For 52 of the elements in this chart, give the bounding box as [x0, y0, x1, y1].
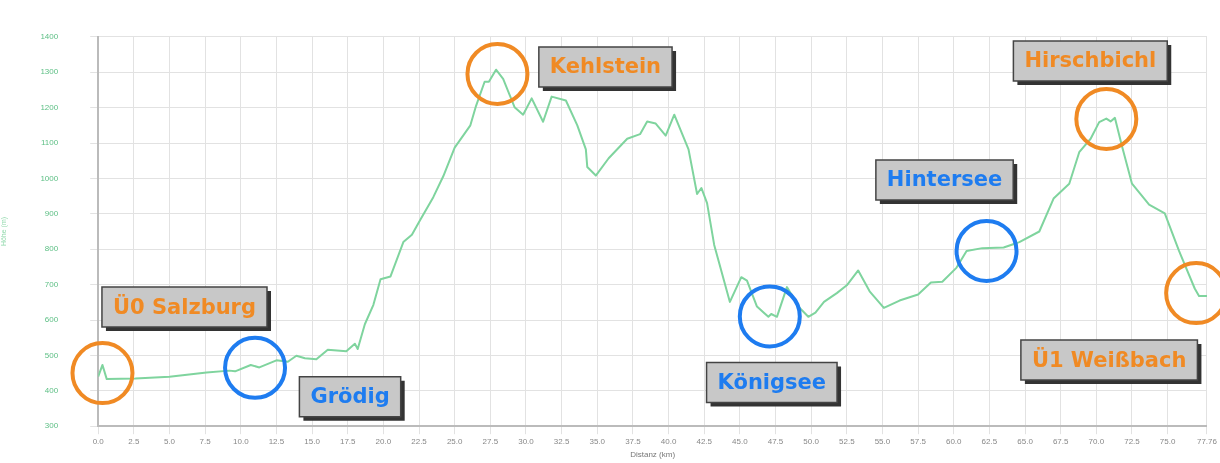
annotation: Hintersee: [886, 167, 1003, 192]
x-tick-label: 5.0: [163, 437, 176, 447]
x-tick-label: 72.5: [1124, 437, 1141, 447]
x-tick-label: 60.0: [945, 437, 963, 447]
y-tick-label: 1400: [40, 32, 59, 41]
x-tick-label: 17.5: [339, 437, 357, 447]
x-tick-label: 25.0: [446, 437, 464, 447]
y-tick-label: 700: [44, 279, 59, 289]
x-tick-label: 67.5: [1052, 437, 1070, 447]
annotation: Grödig: [310, 384, 390, 409]
x-tick-label: 15.0: [304, 437, 321, 447]
x-tick-label: 47.5: [767, 437, 784, 447]
x-tick-label: 37.5: [625, 437, 642, 447]
x-tick-label: 2.5: [128, 437, 140, 447]
x-tick-label: 40.0: [660, 437, 677, 447]
x-tick-label: 55.0: [874, 437, 891, 447]
x-tick-label: 75.0: [1159, 437, 1176, 447]
y-tick-label: 800: [44, 244, 59, 254]
x-tick-label: 12.5: [268, 437, 285, 447]
y-tick-label: 900: [44, 209, 59, 218]
x-tick-label: 42.5: [696, 437, 713, 447]
y-tick-label: 300: [44, 421, 59, 431]
y-tick-label: 1300: [40, 67, 59, 77]
x-tick-label: 0.0: [92, 437, 105, 447]
x-tick-label: 32.5: [553, 437, 570, 447]
x-tick-label: 77.76: [1196, 437, 1218, 447]
y-tick-label: 1100: [40, 138, 59, 148]
y-tick-label: 1200: [40, 102, 59, 112]
x-tick-label: 57.5: [910, 437, 927, 447]
x-tick-label: 22.5: [411, 437, 428, 447]
annotation: Königsee: [717, 369, 827, 394]
annotation: Kehlstein: [549, 54, 662, 79]
x-tick-label: 45.0: [732, 437, 749, 447]
x-tick-label: 35.0: [589, 437, 606, 447]
x-tick-label: 50.0: [803, 437, 820, 447]
annotation: Ü0 Salzburg: [112, 293, 257, 319]
x-tick-label: 10.0: [233, 437, 250, 447]
annotation: Ü1 Weißbach: [1031, 346, 1187, 372]
y-tick-label: 500: [44, 350, 59, 360]
x-axis-title: Distanz (km): [630, 449, 676, 459]
y-tick-label: 600: [44, 315, 59, 325]
x-tick-label: 27.5: [482, 437, 499, 447]
annotation: Hirschbichl: [1024, 48, 1157, 73]
x-tick-label: 7.5: [199, 437, 212, 447]
x-tick-label: 65.0: [1017, 437, 1034, 447]
x-tick-label: 62.5: [981, 437, 998, 447]
x-tick-label: 30.0: [518, 437, 535, 447]
y-tick-label: 1000: [40, 173, 59, 183]
x-tick-label: 20.0: [375, 437, 392, 447]
y-tick-label: 400: [44, 386, 59, 395]
x-tick-label: 52.5: [839, 437, 856, 447]
x-tick-label: 70.0: [1088, 437, 1105, 447]
